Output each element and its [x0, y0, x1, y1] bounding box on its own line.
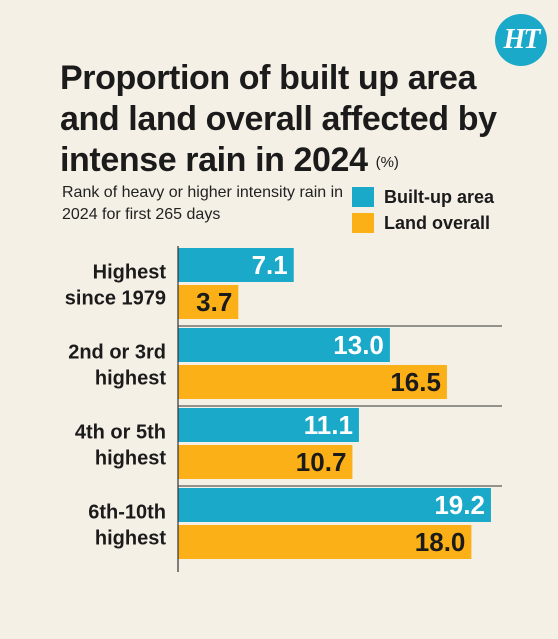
category-label: 2nd or 3rd: [68, 342, 166, 364]
bar-land-overall: [178, 445, 353, 479]
chart-subtitle: Rank of heavy or higher intensity rain i…: [62, 184, 344, 223]
bar-built-up: [178, 328, 390, 362]
legend-label-built-up: Built-up area: [384, 186, 495, 207]
bar-value-label: 13.0: [333, 330, 384, 360]
bar-value-label: 3.7: [196, 287, 232, 317]
bar-value-label: 16.5: [390, 367, 441, 397]
chart-title-text: Proportion of built up area and land ove…: [60, 59, 497, 179]
bar-land-overall: [178, 365, 447, 399]
category-label: highest: [95, 528, 166, 550]
category-label: since 1979: [65, 288, 166, 310]
bar-built-up: [178, 248, 294, 282]
category-label: highest: [95, 448, 166, 470]
bar-value-label: 11.1: [304, 410, 353, 440]
category-label: 6th-10th: [88, 502, 166, 524]
bar-value-label: 7.1: [252, 250, 288, 280]
legend-item-land-overall: Land overall: [352, 210, 494, 236]
legend-label-land-overall: Land overall: [384, 212, 491, 233]
chart-legend: Built-up area Land overall: [352, 184, 494, 236]
ht-logo: HT: [495, 14, 547, 66]
category-label: Highest: [93, 262, 167, 284]
chart-unit: (%): [375, 153, 399, 171]
category-label: highest: [95, 368, 166, 390]
bar-built-up: [178, 488, 491, 522]
bar-value-label: 19.2: [434, 490, 485, 520]
bar-value-label: 18.0: [415, 527, 466, 557]
category-label: 4th or 5th: [75, 422, 166, 444]
legend-swatch-built-up: [352, 187, 374, 207]
chart-title: Proportion of built up area and land ove…: [60, 58, 530, 183]
bar-value-label: 10.7: [296, 447, 347, 477]
legend-item-built-up: Built-up area: [352, 184, 494, 210]
bar-land-overall: [178, 525, 472, 559]
bar-built-up: [178, 408, 359, 442]
bar-land-overall: [178, 285, 239, 319]
legend-swatch-land-overall: [352, 213, 374, 233]
